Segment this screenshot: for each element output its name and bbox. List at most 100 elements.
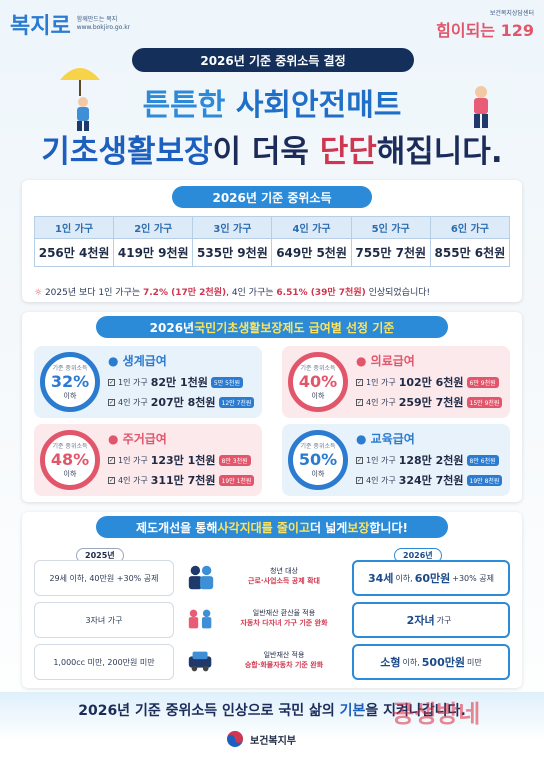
benefit-icon: ●	[108, 354, 119, 368]
slogan-b: 기본	[339, 703, 366, 719]
new-criterion-key: 34세	[367, 572, 394, 585]
benefit-line-1: ✓ 1인 가구 128만 2천원 8만 6천원	[356, 452, 499, 468]
income-header-row: 1인 가구 2인 가구 3인 가구 4인 가구 5인 가구 6인 가구	[33, 216, 511, 239]
ring-label: 기준 중위소득	[300, 365, 336, 372]
change-detail: 자동차 다자녀 가구 기준 완화	[240, 619, 328, 627]
ring-below: 이하	[63, 470, 77, 478]
new-criterion-rest: 이하,	[402, 657, 420, 667]
headline-1-a: 튼튼한	[142, 88, 236, 123]
change-description: 일반재산 환산율 적용 자동차 다자녀 가구 기준 완화	[220, 608, 348, 628]
umbrella-icon	[60, 68, 100, 96]
income-header: 1인 가구	[33, 216, 115, 239]
ministry-logo: 보건복지부	[226, 730, 296, 748]
benefit-ring: 기준 중위소득 48% 이하	[40, 430, 100, 490]
improve-title-c: 더 넓게	[309, 520, 348, 535]
checkbox-icon: ✓	[108, 476, 115, 484]
increase-tag: 15만 9천원	[466, 396, 503, 408]
children-icon	[188, 609, 212, 629]
top-pill: 2026년 기준 중위소득 결정	[132, 48, 414, 72]
increase-tag: 12만 7천원	[218, 396, 255, 408]
criteria-title-b: 국민기초생활보장제도 급여별 선정 기준	[194, 320, 395, 335]
household-label: 4인 가구	[366, 397, 396, 407]
income-header: 4인 가구	[271, 216, 352, 239]
change-detail: 승합·화물자동차 기준 완화	[244, 661, 324, 669]
ministry-name: 보건복지부	[250, 735, 296, 747]
checkbox-icon: ✓	[356, 456, 363, 464]
checkbox-icon: ✓	[356, 398, 363, 406]
household-label: 4인 가구	[118, 397, 148, 407]
slogan: 2026년 기준 중위소득 인상으로 국민 삶의 기본을 지켜나갑니다.	[0, 700, 544, 720]
child-right-icon	[474, 86, 488, 128]
benefit-line-2: ✓ 4인 가구 324만 7천원 19만 8천원	[356, 472, 503, 488]
income-note-d: 6.51% (39만 7천원)	[276, 288, 366, 298]
benefit-name-text: 생계급여	[122, 354, 167, 368]
change-target: 청년 대상	[270, 567, 298, 575]
checkbox-icon: ✓	[108, 378, 115, 386]
headline-1: 튼튼한 사회안전매트	[0, 80, 544, 124]
benefit-amount: 324만 7천원	[398, 474, 464, 487]
increase-tag: 19만 1천원	[218, 474, 255, 486]
income-header: 6인 가구	[429, 216, 511, 239]
benefit-card: 기준 중위소득 48% 이하 ● 주거급여 ✓ 1인 가구 123만 1천원 8만 3천원 ✓ 4…	[34, 424, 262, 496]
headline-1-b: 사회안전매트	[235, 88, 402, 123]
benefit-card: 기준 중위소득 32% 이하 ● 생계급여 ✓ 1인 가구 82만 1천원 5만 5천원 ✓ 4인…	[34, 346, 262, 418]
increase-tag: 6만 9천원	[466, 376, 499, 388]
new-criterion-rest: 가구	[436, 615, 452, 625]
ring-label: 기준 중위소득	[52, 365, 88, 372]
helpline-logo: 보건복지상담센터 힘이되는 129	[436, 8, 534, 41]
watermark: 공생방네	[392, 700, 481, 728]
benefit-name: ● 생계급여	[108, 352, 167, 369]
bokjiro-logo-mark: 복지로	[10, 13, 71, 39]
headline-2-c: 단단	[319, 134, 377, 170]
improve-title-b: 사각지대를 줄이고	[217, 520, 310, 535]
checkbox-icon: ✓	[108, 398, 115, 406]
benefit-name-text: 주거급여	[122, 432, 167, 446]
new-criterion: 소형 이하, 500만원 미만	[352, 644, 510, 680]
ring-below: 이하	[311, 470, 325, 478]
change-target: 일반재산 적용	[263, 651, 305, 659]
benefit-ring: 기준 중위소득 50% 이하	[288, 430, 348, 490]
benefit-amount: 207만 8천원	[150, 396, 216, 409]
headline-2-a: 기초생활보장	[41, 134, 213, 170]
helpline-logo-sub: 보건복지상담센터	[489, 10, 534, 17]
income-note-a: 2025년 보다 1인 가구는	[44, 288, 143, 298]
increase-tag: 8만 6천원	[466, 454, 499, 466]
checkbox-icon: ✓	[356, 476, 363, 484]
checkbox-icon: ✓	[108, 456, 115, 464]
helpline-logo-main: 힘이되는 129	[436, 21, 534, 40]
increase-tag: 5만 5천원	[210, 376, 243, 388]
benefit-amount: 82만 1천원	[150, 376, 208, 389]
benefit-line-1: ✓ 1인 가구 82만 1천원 5만 5천원	[108, 374, 243, 390]
income-value: 419만 9천원	[113, 238, 194, 267]
lightbulb-icon: ☼	[34, 288, 43, 298]
improve-title-e: 합니다!	[369, 520, 408, 535]
benefit-name: ● 교육급여	[356, 430, 415, 447]
bokjiro-logo: 복지로 함께만드는 복지 www.bokjiro.go.kr	[10, 8, 130, 40]
new-criterion: 2자녀 가구	[352, 602, 510, 638]
benefit-icon: ●	[356, 432, 367, 446]
new-criterion: 34세 이하, 60만원 +30% 공제	[352, 560, 510, 596]
household-label: 1인 가구	[118, 377, 148, 387]
ring-label: 기준 중위소득	[52, 443, 88, 450]
change-detail: 근로·사업소득 공제 확대	[248, 577, 320, 585]
income-value-row: 256만 4천원 419만 9천원 535만 9천원 649만 5천원 755만…	[33, 238, 511, 267]
ring-percent: 32%	[50, 372, 90, 391]
old-criterion: 29세 이하, 40만원 +30% 공제	[34, 560, 174, 596]
criteria-title: 2026년 국민기초생활보장제도 급여별 선정 기준	[96, 316, 448, 338]
benefit-icon: ●	[356, 354, 367, 368]
benefit-card: 기준 중위소득 50% 이하 ● 교육급여 ✓ 1인 가구 128만 2천원 8만 6천원 ✓ 4…	[282, 424, 510, 496]
income-note: ☼ 2025년 보다 1인 가구는 7.2% (17만 2천원), 4인 가구는…	[34, 285, 510, 298]
headline-2-b: 이 더욱	[212, 134, 320, 170]
ring-below: 이하	[311, 392, 325, 400]
improve-row: 1,000cc 미만, 200만원 미만 일반재산 적용 승합·화물자동차 기준 완…	[34, 642, 510, 682]
benefit-card: 기준 중위소득 40% 이하 ● 의료급여 ✓ 1인 가구 102만 6천원 6만 9천원 ✓ 4…	[282, 346, 510, 418]
benefit-amount: 311만 7천원	[150, 474, 216, 487]
income-value: 755만 7천원	[350, 238, 431, 267]
benefit-ring: 기준 중위소득 40% 이하	[288, 352, 348, 412]
improve-title: 제도개선을 통해 사각지대를 줄이고 더 넓게 보장 합니다!	[96, 516, 448, 538]
car-icon	[188, 651, 212, 672]
benefit-line-2: ✓ 4인 가구 311만 7천원 19만 1천원	[108, 472, 255, 488]
child-left-icon	[77, 97, 89, 131]
